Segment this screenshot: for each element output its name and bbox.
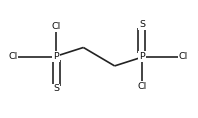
Text: S: S — [53, 84, 59, 93]
Text: P: P — [53, 52, 59, 61]
Text: Cl: Cl — [51, 22, 61, 31]
Text: Cl: Cl — [9, 52, 18, 61]
Text: Cl: Cl — [137, 82, 147, 91]
Text: Cl: Cl — [178, 52, 188, 61]
Text: P: P — [139, 52, 145, 61]
Text: S: S — [139, 20, 145, 29]
